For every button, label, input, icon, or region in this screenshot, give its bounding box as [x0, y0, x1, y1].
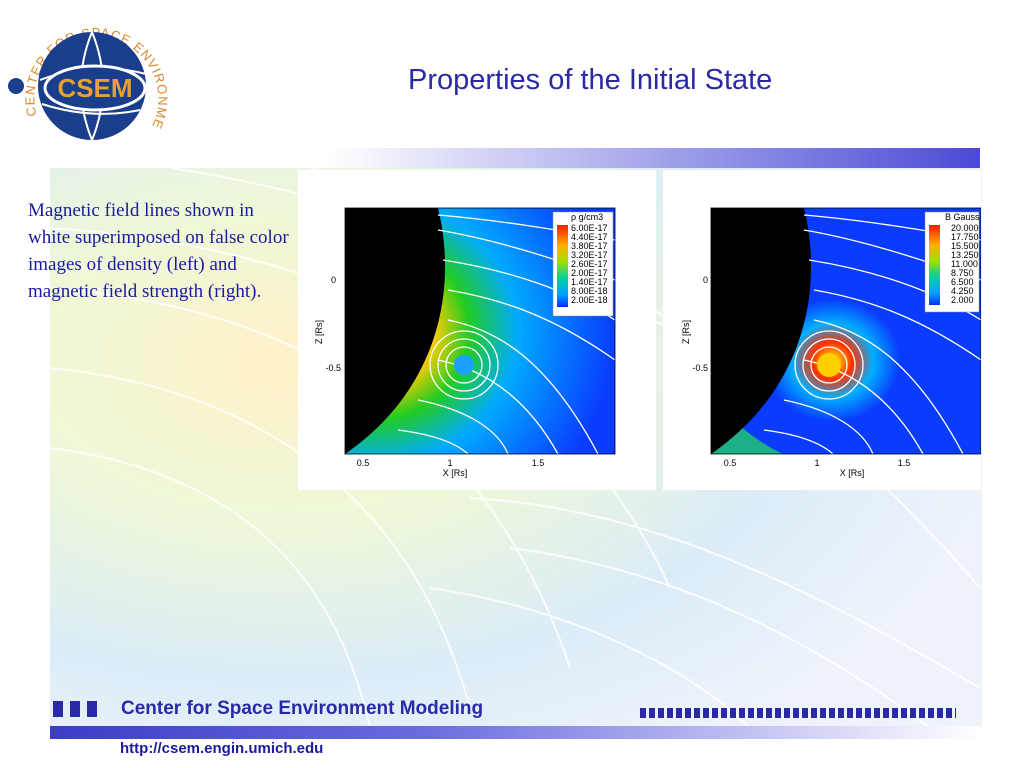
- csem-logo: CENTER FOR SPACE ENVIRONMENT MODELING CS…: [0, 0, 169, 141]
- y-tick-label: 0: [331, 275, 336, 285]
- field-legend-value: 15.500: [951, 241, 979, 251]
- slide-description: Magnetic field lines shown in white supe…: [28, 200, 289, 302]
- density-legend-value: 8.00E-18: [571, 286, 608, 296]
- y-tick-label: -0.5: [692, 363, 708, 373]
- density-legend-value: 6.00E-17: [571, 223, 608, 233]
- x-tick-label: 1.5: [532, 458, 545, 468]
- square-icon: [70, 701, 80, 717]
- density-legend-value: 3.80E-17: [571, 241, 608, 251]
- header-gradient-bar: [50, 148, 980, 168]
- density-legend-value: 2.60E-17: [571, 259, 608, 269]
- y-tick-label: 0: [703, 275, 708, 285]
- field-legend-value: 13.250: [951, 250, 979, 260]
- x-axis-label: X [Rs]: [443, 468, 468, 478]
- slide-title: Properties of the Initial State: [408, 64, 773, 96]
- x-tick-label: 0.5: [724, 458, 737, 468]
- field-legend-title: B Gauss: [945, 212, 980, 222]
- field-legend-value: 11.000: [951, 259, 978, 269]
- footer-org-name: Center for Space Environment Modeling: [121, 698, 484, 719]
- footer-dotted-line: [640, 708, 956, 718]
- field-strength-plot-panel: B Gauss 20.000 17.750 15.500 13.250 11.0…: [663, 170, 981, 490]
- footer-url-link[interactable]: http://csem.engin.umich.edu: [120, 740, 324, 757]
- x-tick-label: 0.5: [357, 458, 370, 468]
- density-legend-value: 2.00E-17: [571, 268, 608, 278]
- footer-gradient-bar: [50, 726, 980, 739]
- footer-squares: [53, 701, 104, 722]
- density-legend-value: 2.00E-18: [571, 295, 608, 305]
- field-strength-plot: B Gauss 20.000 17.750 15.500 13.250 11.0…: [681, 207, 981, 478]
- y-axis-label: Z [Rs]: [681, 320, 691, 344]
- x-axis-label: X [Rs]: [840, 468, 865, 478]
- density-legend-value: 3.20E-17: [571, 250, 608, 260]
- x-tick-label: 1: [447, 458, 452, 468]
- square-icon: [53, 701, 63, 717]
- density-plot-panel: ρ g/cm3 6.00E-17 4.40E-17 3.80E-17 3.20E…: [298, 170, 656, 490]
- field-legend-value: 17.750: [951, 232, 979, 242]
- x-tick-label: 1: [814, 458, 819, 468]
- field-legend-value: 20.000: [951, 223, 979, 233]
- density-legend-value: 1.40E-17: [571, 277, 608, 287]
- density-legend-title: ρ g/cm3: [571, 212, 603, 222]
- y-axis-label: Z [Rs]: [314, 320, 324, 344]
- x-tick-label: 1.5: [898, 458, 911, 468]
- y-tick-label: -0.5: [325, 363, 341, 373]
- field-legend-value: 8.750: [951, 268, 974, 278]
- density-plot: ρ g/cm3 6.00E-17 4.40E-17 3.80E-17 3.20E…: [314, 207, 616, 478]
- field-legend-value: 4.250: [951, 286, 974, 296]
- field-legend-value: 2.000: [951, 295, 974, 305]
- svg-text:CSEM: CSEM: [57, 73, 132, 103]
- density-legend-value: 4.40E-17: [571, 232, 608, 242]
- field-legend-value: 6.500: [951, 277, 974, 287]
- square-icon: [87, 701, 97, 717]
